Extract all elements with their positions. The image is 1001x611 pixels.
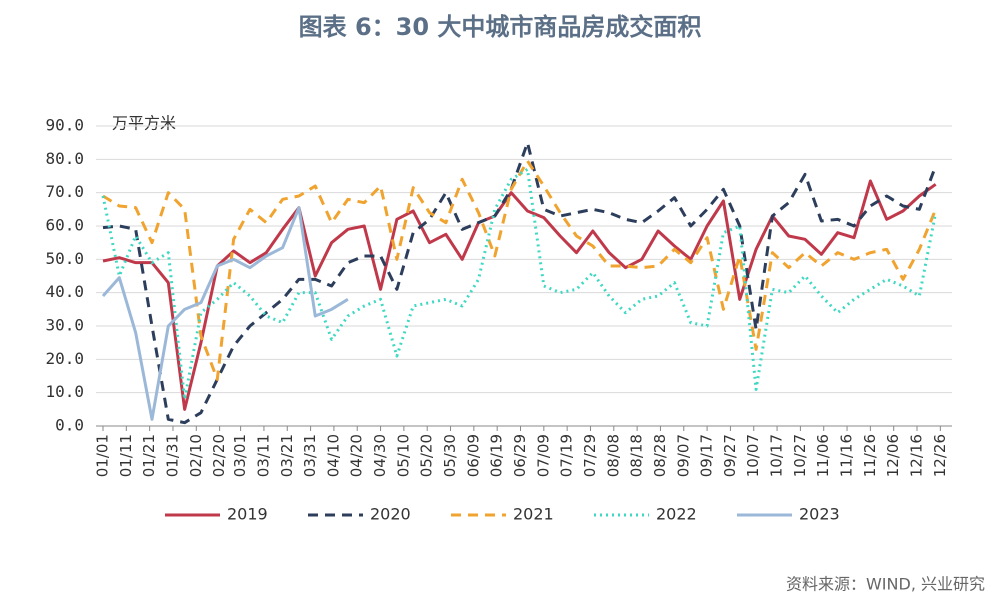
legend-label: 2020 xyxy=(370,505,411,524)
x-tick-label: 03/11 xyxy=(254,434,272,477)
legend-label: 2022 xyxy=(656,505,697,524)
x-tick-label: 06/29 xyxy=(511,434,529,477)
x-tick-label: 02/20 xyxy=(210,434,228,477)
x-tick-label: 06/19 xyxy=(488,434,506,477)
line-series xyxy=(101,206,349,421)
x-tick-label: 01/31 xyxy=(163,434,181,477)
line-series xyxy=(102,159,938,381)
y-tick-label: 0.0 xyxy=(55,416,84,435)
x-tick-label: 01/11 xyxy=(117,434,135,477)
x-tick-label: 03/21 xyxy=(278,434,296,477)
y-tick-label: 10.0 xyxy=(45,382,84,401)
x-tick-label: 09/17 xyxy=(698,434,716,477)
x-tick-label: 04/10 xyxy=(324,434,342,477)
x-tick-label: 10/27 xyxy=(791,434,809,477)
x-tick-label: 07/09 xyxy=(534,434,552,477)
x-tick-label: 10/17 xyxy=(768,434,786,477)
x-tick-label: 03/01 xyxy=(231,434,249,477)
x-tick-label: 11/26 xyxy=(861,434,879,477)
chart-title: 图表 6：30 大中城市商品房成交面积 xyxy=(299,13,702,41)
x-tick-label: 03/31 xyxy=(301,434,319,477)
x-tick-label: 10/07 xyxy=(744,434,762,477)
legend-label: 2021 xyxy=(513,505,554,524)
legend-label: 2023 xyxy=(799,505,840,524)
x-tick-label: 06/09 xyxy=(464,434,482,477)
x-tick-label: 07/19 xyxy=(558,434,576,477)
x-tick-label: 04/20 xyxy=(348,434,366,477)
x-tick-label: 12/06 xyxy=(884,434,902,477)
x-tick-label: 12/16 xyxy=(908,434,926,477)
x-tick-label: 01/01 xyxy=(93,434,111,477)
x-tick-label: 05/10 xyxy=(394,434,412,477)
x-tick-label: 12/26 xyxy=(931,434,949,477)
x-tick-label: 08/18 xyxy=(628,434,646,477)
line-series xyxy=(102,179,937,411)
y-tick-label: 70.0 xyxy=(45,182,84,201)
y-tick-label: 50.0 xyxy=(45,249,84,268)
x-tick-label: 01/21 xyxy=(140,434,158,477)
y-tick-label: 80.0 xyxy=(45,149,84,168)
x-tick-label: 09/07 xyxy=(674,434,692,477)
y-unit: 万平方米 xyxy=(112,114,176,133)
y-tick-label: 20.0 xyxy=(45,349,84,368)
y-tick-label: 90.0 xyxy=(45,116,84,135)
x-tick-label: 09/27 xyxy=(721,434,739,477)
x-tick-label: 05/20 xyxy=(418,434,436,477)
x-tick-label: 08/28 xyxy=(651,434,669,477)
legend-label: 2019 xyxy=(227,505,268,524)
x-tick-label: 11/06 xyxy=(814,434,832,477)
y-tick-label: 40.0 xyxy=(45,282,84,301)
y-tick-label: 60.0 xyxy=(45,216,84,235)
line-series xyxy=(102,141,938,425)
x-tick-label: 04/30 xyxy=(371,434,389,477)
x-tick-label: 08/08 xyxy=(604,434,622,477)
x-tick-label: 05/30 xyxy=(441,434,459,477)
x-tick-label: 07/29 xyxy=(581,434,599,477)
x-tick-label: 02/10 xyxy=(187,434,205,477)
x-tick-label: 11/16 xyxy=(838,434,856,477)
source: 资料来源：WIND, 兴业研究 xyxy=(786,575,985,594)
y-tick-label: 30.0 xyxy=(45,316,84,335)
